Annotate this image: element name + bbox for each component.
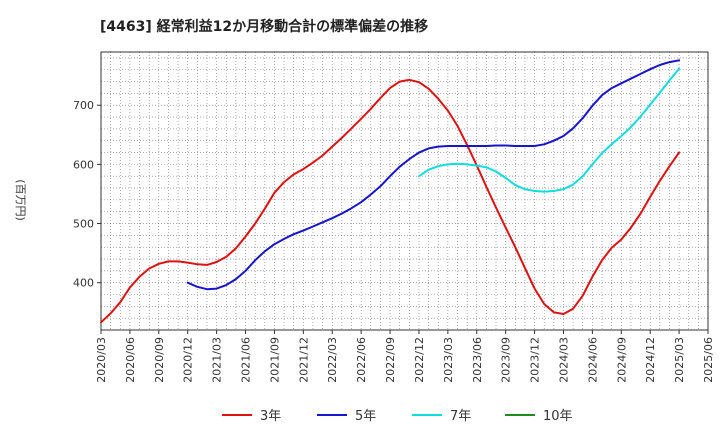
legend-label-2: 5年 bbox=[355, 409, 376, 424]
legend: 3年 5年 7年 10年 bbox=[222, 409, 573, 424]
series-lines bbox=[100, 59, 681, 324]
x-tick-label: 2020/09 bbox=[153, 337, 166, 383]
x-tick-label: 2021/09 bbox=[268, 337, 281, 383]
plot-frame bbox=[100, 51, 709, 331]
x-tick-label: 2020/03 bbox=[95, 337, 108, 383]
x-tick-label: 2020/06 bbox=[124, 337, 137, 383]
grid-lines bbox=[101, 52, 708, 331]
x-tick-label: 2022/09 bbox=[384, 337, 397, 383]
x-tick-label: 2022/03 bbox=[326, 337, 339, 383]
x-tick-label: 2024/03 bbox=[557, 337, 570, 383]
x-tick-label: 2021/12 bbox=[297, 337, 310, 383]
x-tick-label: 2021/03 bbox=[211, 337, 224, 383]
y-tick-label: 600 bbox=[73, 158, 94, 171]
y-tick-label: 400 bbox=[73, 277, 94, 290]
series-line-2 bbox=[186, 59, 681, 291]
y-axis-label: (百万円) bbox=[14, 179, 27, 221]
series-line-3 bbox=[418, 67, 681, 193]
legend-label-4: 10年 bbox=[543, 409, 573, 424]
x-axis-ticks: 2020/03 2020/06 2020/09 2020/12 2021/03 2021/… bbox=[95, 330, 715, 383]
x-tick-label: 2022/06 bbox=[355, 337, 368, 383]
x-tick-label: 2025/06 bbox=[702, 337, 715, 383]
x-tick-label: 2023/09 bbox=[500, 337, 513, 383]
x-tick-label: 2024/06 bbox=[586, 337, 599, 383]
series-line-1 bbox=[100, 78, 681, 324]
chart-title: [4463] 経常利益12か月移動合計の標準偏差の推移 bbox=[100, 18, 428, 35]
x-tick-label: 2023/06 bbox=[471, 337, 484, 383]
y-tick-label: 700 bbox=[73, 99, 94, 112]
x-tick-label: 2024/12 bbox=[644, 337, 657, 383]
y-tick-label: 500 bbox=[73, 218, 94, 231]
x-tick-label: 2020/12 bbox=[182, 337, 195, 383]
x-tick-label: 2023/03 bbox=[442, 337, 455, 383]
x-tick-label: 2025/03 bbox=[673, 337, 686, 383]
x-tick-label: 2023/12 bbox=[529, 337, 542, 383]
y-axis-ticks: 400 500 600 700 bbox=[73, 99, 101, 290]
x-tick-label: 2022/12 bbox=[413, 337, 426, 383]
legend-label-3: 7年 bbox=[450, 409, 471, 424]
legend-label-1: 3年 bbox=[260, 409, 281, 424]
x-tick-label: 2024/09 bbox=[615, 337, 628, 383]
x-tick-label: 2021/06 bbox=[240, 337, 253, 383]
